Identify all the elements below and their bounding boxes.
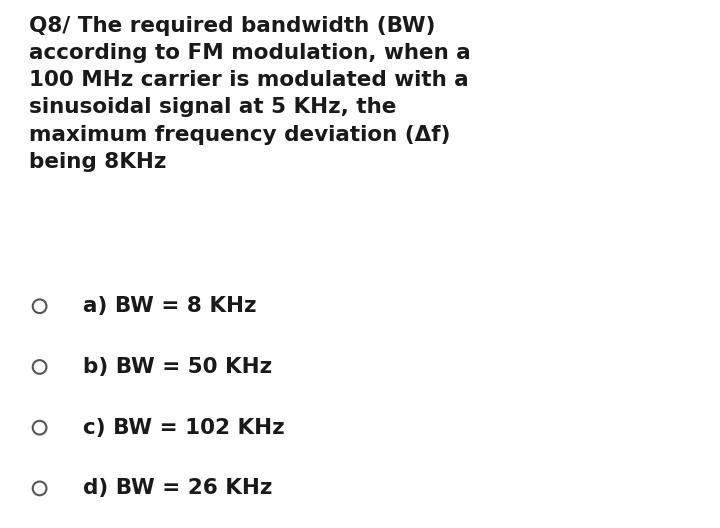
Text: b) BW = 50 KHz: b) BW = 50 KHz	[83, 357, 272, 377]
Text: Q8/ The required bandwidth (BW)
according to FM modulation, when a
100 MHz carri: Q8/ The required bandwidth (BW) accordin…	[29, 16, 471, 172]
Text: a) BW = 8 KHz: a) BW = 8 KHz	[83, 296, 256, 316]
Text: c) BW = 102 KHz: c) BW = 102 KHz	[83, 418, 284, 438]
Text: d) BW = 26 KHz: d) BW = 26 KHz	[83, 478, 272, 498]
